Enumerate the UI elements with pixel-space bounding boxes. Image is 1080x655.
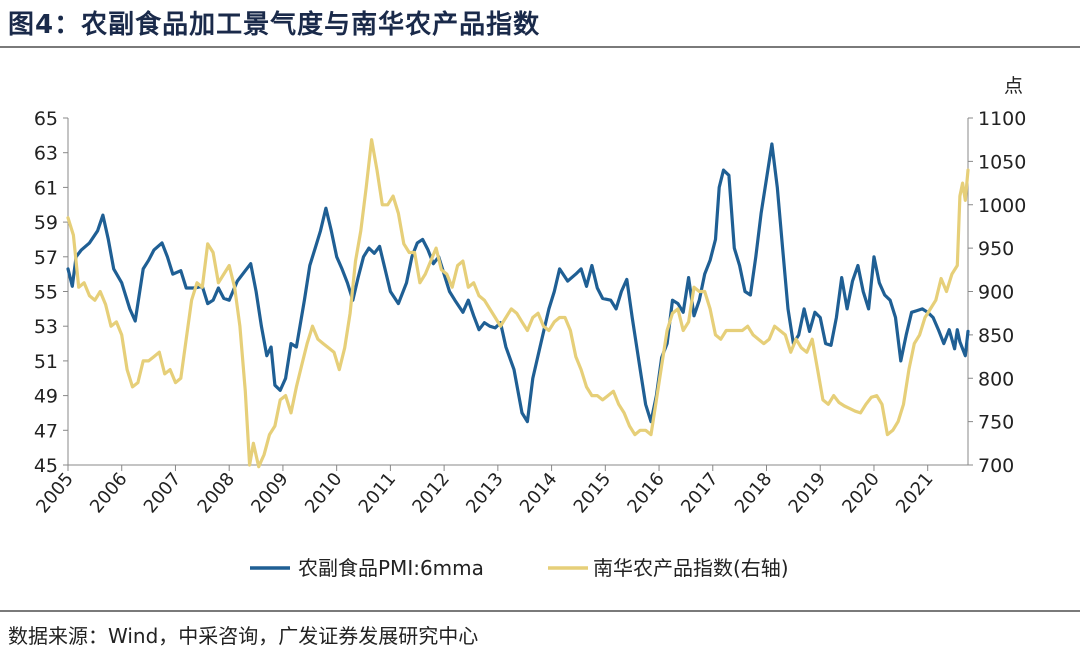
x-tick-label: 2008 [193,469,239,518]
x-tick-label: 2009 [247,469,293,518]
x-tick-label: 2014 [516,469,562,518]
left-tick-label: 47 [34,420,58,442]
right-tick-label: 800 [978,368,1014,390]
left-tick-label: 65 [34,108,58,130]
series-line-nanhua [66,138,970,469]
chart-lines [66,138,970,469]
x-tick-label: 2010 [301,469,347,518]
x-tick-label: 2006 [86,469,132,518]
source-note: 数据来源：Wind，中采咨询，广发证券发展研究中心 [8,624,479,648]
right-tick-label: 1050 [978,151,1026,173]
left-tick-label: 49 [34,386,58,408]
figure-title: 图4：农副食品加工景气度与南华农产品指数 [8,10,541,40]
right-tick-label: 900 [978,282,1014,304]
left-tick-label: 53 [34,316,58,338]
left-tick-label: 61 [34,177,58,199]
title-rule [0,46,1080,48]
series-line-pmi [66,142,970,424]
chart-legend: 农副食品PMI:6mma 南华农产品指数(右轴) [250,556,789,580]
right-tick-label: 850 [978,325,1014,347]
x-tick-label: 2016 [623,469,669,518]
left-tick-label: 55 [34,282,58,304]
source-rule [0,610,1080,612]
x-tick-label: 2011 [355,469,401,518]
legend-label-pmi: 农副食品PMI:6mma [298,556,484,580]
x-tick-label: 2017 [677,469,723,518]
right-tick-label: 1000 [978,195,1026,217]
left-tick-label: 57 [34,247,58,269]
chart-axes: 45 47 49 51 53 55 57 59 61 63 65 700 750 800 850 900 950… [32,75,1026,517]
chart: 45 47 49 51 53 55 57 59 61 63 65 700 750 800 850 900 950… [32,75,1026,580]
left-tick-label: 63 [34,143,58,165]
x-tick-label: 2007 [140,469,186,518]
x-tick-label: 2012 [408,469,454,518]
legend-label-nanhua: 南华农产品指数(右轴) [593,556,789,580]
x-tick-label: 2015 [570,469,616,518]
x-tick-label: 2013 [462,469,508,518]
left-tick-label: 45 [34,455,58,477]
right-axis-unit-label: 点 [1004,75,1023,97]
right-tick-label: 1100 [978,108,1026,130]
left-tick-label: 51 [34,351,58,373]
right-tick-label: 700 [978,455,1014,477]
x-tick-label: 2021 [892,469,938,518]
right-tick-label: 750 [978,412,1014,434]
x-tick-label: 2018 [731,469,777,518]
left-tick-label: 59 [34,212,58,234]
right-tick-label: 950 [978,238,1014,260]
x-tick-label: 2020 [838,469,884,518]
x-tick-label: 2019 [785,469,831,518]
